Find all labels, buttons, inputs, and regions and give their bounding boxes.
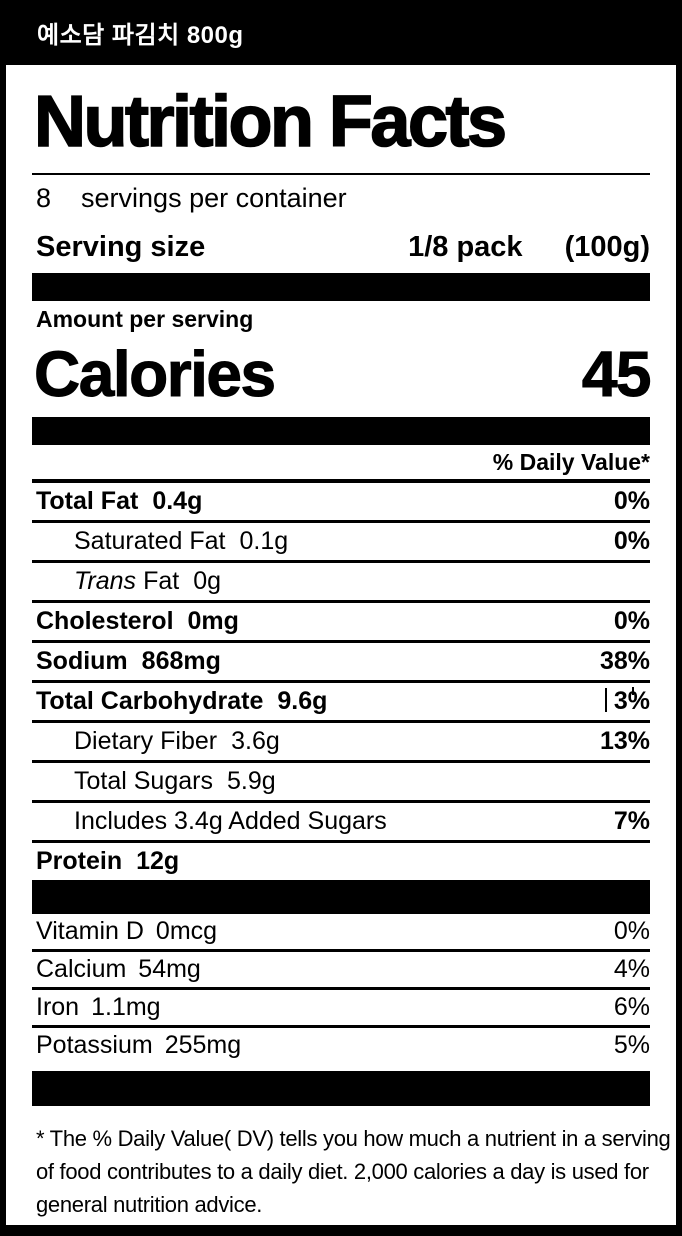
nutrient-dv: 13%	[599, 727, 650, 755]
vitamin-name: Calcium	[36, 955, 127, 983]
nutrient-row-total-sugars: Total Sugars 5.9g	[32, 763, 650, 803]
nutrient-dv: 0%	[613, 527, 650, 555]
product-header-bar: 예소담 파김치 800g	[0, 0, 682, 65]
nutrient-amount: 868mg	[141, 647, 221, 675]
nutrient-amount: 5.9g	[226, 767, 276, 795]
nutrient-row-sodium: Sodium 868mg 38%	[32, 643, 650, 683]
nutrition-facts-panel: Nutrition Facts 8 servings per container…	[0, 65, 682, 1236]
separator-bar-thick	[32, 1071, 650, 1106]
vitamin-name: Iron	[36, 993, 80, 1021]
vitamin-amount: 0mcg	[155, 917, 218, 945]
nutrient-name: Cholesterol	[36, 607, 174, 635]
nutrient-name: Dietary Fiber	[74, 727, 218, 755]
separator-bar-thick	[32, 880, 650, 914]
nutrient-row-saturated-fat: Saturated Fat 0.1g 0%	[32, 523, 650, 563]
vitamin-row-iron: Iron 1.1mg 6%	[32, 990, 650, 1028]
servings-text: servings per container	[81, 182, 347, 213]
nutrient-amount: 9.6g	[277, 687, 328, 715]
calories-row: Calories 45	[32, 337, 653, 411]
separator-bar-thick	[32, 417, 650, 445]
nutrient-name: Protein	[36, 847, 123, 875]
nutrient-row-added-sugars: Includes 3.4g Added Sugars 7%	[32, 803, 650, 843]
vitamin-dv: 5%	[613, 1031, 650, 1059]
daily-value-footnote: * The % Daily Value( DV) tells you how m…	[32, 1106, 671, 1221]
daily-value-header: % Daily Value*	[492, 448, 650, 475]
nutrient-dv: 7%	[613, 807, 650, 835]
footnote-line: * The % Daily Value( DV) tells you how m…	[36, 1126, 671, 1151]
nutrient-row-protein: Protein 12g	[32, 843, 650, 880]
divider-thin	[32, 173, 650, 175]
nutrient-amount: 0.1g	[239, 527, 289, 555]
print-artifact	[604, 688, 607, 712]
vitamin-amount: 1.1mg	[91, 993, 161, 1021]
vitamin-amount: 255mg	[164, 1031, 242, 1059]
vitamin-dv: 6%	[613, 993, 650, 1021]
calories-label: Calories	[34, 338, 277, 411]
label-title: Nutrition Facts	[33, 82, 508, 162]
nutrient-dv: 0%	[613, 487, 650, 515]
nutrient-name: Total Fat	[36, 487, 139, 515]
calories-value: 45	[581, 338, 652, 411]
serving-size-label: Serving size	[36, 230, 206, 263]
product-title: 예소담 파김치 800g	[37, 22, 244, 49]
footnote-line: general nutrition advice.	[36, 1192, 263, 1217]
nutrient-name: Sodium	[36, 647, 128, 675]
divider-medium	[32, 479, 650, 483]
nutrient-name-italic: Trans	[74, 567, 137, 595]
serving-size-row: Serving size 1/8 pack (100g)	[32, 221, 650, 273]
serving-size-weight: (100g)	[564, 230, 650, 263]
nutrient-row-dietary-fiber: Dietary Fiber 3.6g 13%	[32, 723, 650, 763]
nutrient-name: Fat	[143, 567, 180, 595]
nutrient-amount: 12g	[136, 847, 180, 875]
vitamin-dv: 4%	[613, 955, 650, 983]
vitamin-amount: 54mg	[138, 955, 201, 983]
nutrient-row-cholesterol: Cholesterol 0mg 0%	[32, 603, 650, 643]
nutrient-name: Total Carbohydrate	[36, 687, 264, 715]
nutrient-dv: 3%	[604, 687, 650, 716]
nutrient-row-trans-fat: Trans Fat 0g	[32, 563, 650, 603]
vitamin-name: Potassium	[36, 1031, 153, 1059]
nutrient-name: Saturated Fat	[74, 527, 226, 555]
separator-bar-thick	[32, 273, 650, 301]
vitamin-name: Vitamin D	[36, 917, 144, 945]
nutrient-dv: 38%	[599, 647, 650, 675]
nutrient-row-total-carbohydrate: Total Carbohydrate 9.6g 3%	[32, 683, 650, 723]
servings-count: 8	[36, 182, 52, 213]
nutrient-name: Total Sugars	[74, 767, 213, 795]
nutrient-amount: 0mg	[187, 607, 239, 635]
nutrient-dv: 0%	[613, 607, 650, 635]
amount-per-serving-label: Amount per serving	[36, 305, 254, 332]
nutrient-row-total-fat: Total Fat 0.4g 0%	[32, 483, 650, 523]
serving-size-value: 1/8 pack	[408, 230, 523, 263]
serving-size-value-group: 1/8 pack (100g)	[408, 231, 650, 264]
nutrient-amount: 3.6g	[231, 727, 280, 755]
print-artifact	[631, 687, 634, 695]
nutrient-amount: 0g	[193, 567, 221, 595]
vitamin-row-calcium: Calcium 54mg 4%	[32, 952, 650, 990]
servings-per-container-row: 8 servings per container	[32, 175, 650, 221]
vitamin-dv: 0%	[613, 917, 650, 945]
nutrient-name: Includes 3.4g Added Sugars	[74, 807, 387, 835]
vitamin-row-potassium: Potassium 255mg 5%	[32, 1028, 650, 1063]
nutrient-amount: 0.4g	[152, 487, 203, 515]
vitamin-row-vitamin-d: Vitamin D 0mcg 0%	[32, 914, 650, 952]
footnote-line: of food contributes to a daily diet. 2,0…	[36, 1159, 649, 1184]
